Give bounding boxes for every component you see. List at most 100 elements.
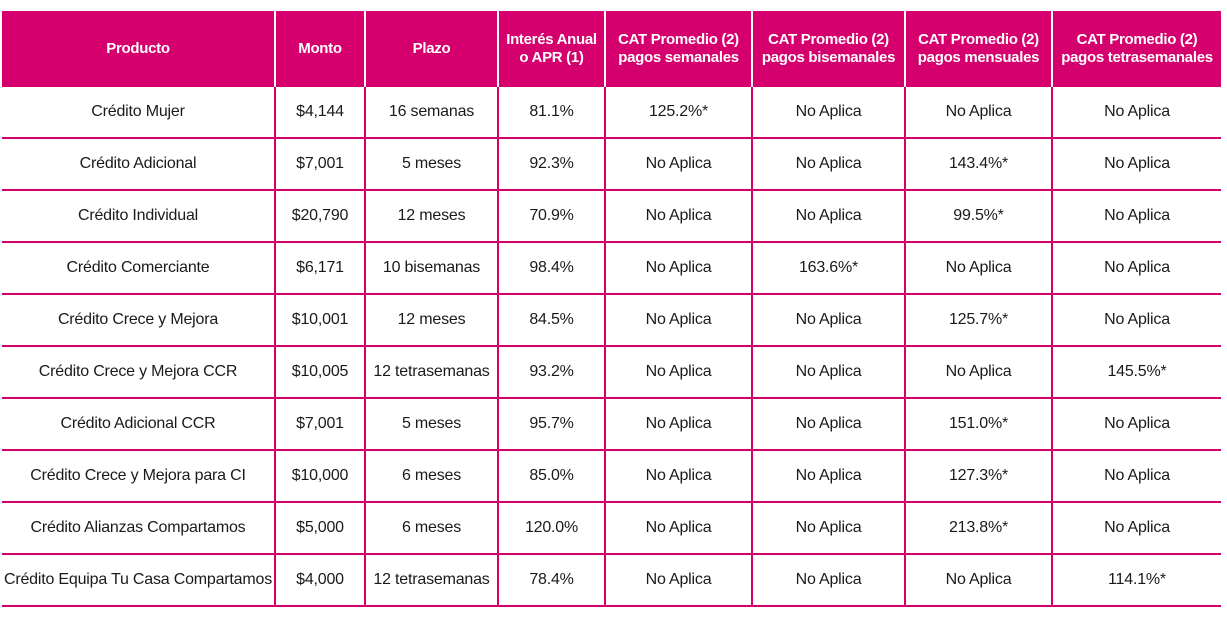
cell-cat-semanales: No Aplica xyxy=(604,190,753,243)
cell-plazo: 12 tetrasemanas xyxy=(364,346,499,399)
cell-producto: Crédito Equipa Tu Casa Compartamos xyxy=(2,554,276,607)
cell-cat-mensuales: 151.0%* xyxy=(904,398,1053,451)
credit-rates-table: Producto Monto Plazo Interés Anual o APR … xyxy=(2,11,1221,607)
header-cat-tetrasemanales: CAT Promedio (2) pagos tetrasemanales xyxy=(1051,11,1221,87)
header-plazo: Plazo xyxy=(364,11,499,87)
cell-monto: $10,001 xyxy=(274,294,366,347)
cell-cat-tetrasemanales: 114.1%* xyxy=(1051,554,1221,607)
cell-monto: $10,000 xyxy=(274,450,366,503)
cell-monto: $4,000 xyxy=(274,554,366,607)
cell-cat-semanales: No Aplica xyxy=(604,450,753,503)
cell-plazo: 12 meses xyxy=(364,294,499,347)
table-row: Crédito Individual $20,790 12 meses 70.9… xyxy=(2,190,1221,243)
cell-interes: 81.1% xyxy=(497,87,606,139)
cell-monto: $7,001 xyxy=(274,398,366,451)
cell-cat-mensuales: No Aplica xyxy=(904,242,1053,295)
cell-cat-tetrasemanales: No Aplica xyxy=(1051,502,1221,555)
cell-cat-mensuales: No Aplica xyxy=(904,554,1053,607)
header-interes-anual: Interés Anual o APR (1) xyxy=(497,11,606,87)
cell-cat-tetrasemanales: No Aplica xyxy=(1051,138,1221,191)
cell-plazo: 16 semanas xyxy=(364,87,499,139)
cell-cat-mensuales: 143.4%* xyxy=(904,138,1053,191)
table-row: Crédito Adicional CCR $7,001 5 meses 95.… xyxy=(2,398,1221,451)
table-row: Crédito Adicional $7,001 5 meses 92.3% N… xyxy=(2,138,1221,191)
cell-interes: 120.0% xyxy=(497,502,606,555)
cell-producto: Crédito Adicional CCR xyxy=(2,398,276,451)
cell-producto: Crédito Crece y Mejora CCR xyxy=(2,346,276,399)
table-row: Crédito Crece y Mejora para CI $10,000 6… xyxy=(2,450,1221,503)
table-row: Crédito Crece y Mejora CCR $10,005 12 te… xyxy=(2,346,1221,399)
cell-cat-semanales: No Aplica xyxy=(604,242,753,295)
cell-producto: Crédito Crece y Mejora para CI xyxy=(2,450,276,503)
cell-interes: 85.0% xyxy=(497,450,606,503)
header-cat-bisemanales: CAT Promedio (2) pagos bisemanales xyxy=(751,11,906,87)
cell-cat-bisemanales: No Aplica xyxy=(751,190,906,243)
cell-interes: 93.2% xyxy=(497,346,606,399)
cell-plazo: 12 tetrasemanas xyxy=(364,554,499,607)
cell-cat-semanales: 125.2%* xyxy=(604,87,753,139)
table-row: Crédito Mujer $4,144 16 semanas 81.1% 12… xyxy=(2,87,1221,139)
cell-producto: Crédito Comerciante xyxy=(2,242,276,295)
cell-monto: $7,001 xyxy=(274,138,366,191)
cell-plazo: 5 meses xyxy=(364,138,499,191)
cell-cat-tetrasemanales: No Aplica xyxy=(1051,398,1221,451)
cell-producto: Crédito Adicional xyxy=(2,138,276,191)
cell-cat-bisemanales: No Aplica xyxy=(751,398,906,451)
cell-interes: 70.9% xyxy=(497,190,606,243)
cell-cat-tetrasemanales: No Aplica xyxy=(1051,450,1221,503)
header-cat-semanales: CAT Promedio (2) pagos semanales xyxy=(604,11,753,87)
cell-cat-tetrasemanales: No Aplica xyxy=(1051,294,1221,347)
cell-cat-semanales: No Aplica xyxy=(604,554,753,607)
cell-cat-bisemanales: No Aplica xyxy=(751,502,906,555)
cell-cat-semanales: No Aplica xyxy=(604,294,753,347)
cell-producto: Crédito Alianzas Compartamos xyxy=(2,502,276,555)
cell-interes: 95.7% xyxy=(497,398,606,451)
cell-cat-bisemanales: No Aplica xyxy=(751,346,906,399)
header-monto: Monto xyxy=(274,11,366,87)
cell-plazo: 5 meses xyxy=(364,398,499,451)
cell-plazo: 6 meses xyxy=(364,450,499,503)
table-header-row: Producto Monto Plazo Interés Anual o APR … xyxy=(2,11,1221,87)
cell-cat-semanales: No Aplica xyxy=(604,346,753,399)
cell-monto: $20,790 xyxy=(274,190,366,243)
cell-cat-mensuales: 125.7%* xyxy=(904,294,1053,347)
cell-cat-bisemanales: No Aplica xyxy=(751,87,906,139)
cell-cat-mensuales: 213.8%* xyxy=(904,502,1053,555)
table-row: Crédito Comerciante $6,171 10 bisemanas … xyxy=(2,242,1221,295)
cell-monto: $4,144 xyxy=(274,87,366,139)
cell-cat-mensuales: No Aplica xyxy=(904,87,1053,139)
table-row: Crédito Alianzas Compartamos $5,000 6 me… xyxy=(2,502,1221,555)
cell-cat-mensuales: No Aplica xyxy=(904,346,1053,399)
cell-producto: Crédito Individual xyxy=(2,190,276,243)
header-cat-mensuales: CAT Promedio (2) pagos mensuales xyxy=(904,11,1053,87)
cell-interes: 78.4% xyxy=(497,554,606,607)
cell-cat-bisemanales: No Aplica xyxy=(751,450,906,503)
cell-producto: Crédito Mujer xyxy=(2,87,276,139)
cell-cat-tetrasemanales: No Aplica xyxy=(1051,190,1221,243)
table-row: Crédito Equipa Tu Casa Compartamos $4,00… xyxy=(2,554,1221,607)
cell-cat-bisemanales: No Aplica xyxy=(751,138,906,191)
cell-monto: $5,000 xyxy=(274,502,366,555)
cell-plazo: 10 bisemanas xyxy=(364,242,499,295)
cell-plazo: 6 meses xyxy=(364,502,499,555)
cell-cat-bisemanales: No Aplica xyxy=(751,294,906,347)
cell-plazo: 12 meses xyxy=(364,190,499,243)
cell-interes: 98.4% xyxy=(497,242,606,295)
cell-producto: Crédito Crece y Mejora xyxy=(2,294,276,347)
table-row: Crédito Crece y Mejora $10,001 12 meses … xyxy=(2,294,1221,347)
cell-cat-tetrasemanales: No Aplica xyxy=(1051,242,1221,295)
cell-interes: 84.5% xyxy=(497,294,606,347)
cell-monto: $6,171 xyxy=(274,242,366,295)
header-producto: Producto xyxy=(2,11,276,87)
cell-interes: 92.3% xyxy=(497,138,606,191)
cell-cat-tetrasemanales: No Aplica xyxy=(1051,87,1221,139)
cell-cat-semanales: No Aplica xyxy=(604,502,753,555)
cell-cat-mensuales: 99.5%* xyxy=(904,190,1053,243)
cell-cat-bisemanales: No Aplica xyxy=(751,554,906,607)
cell-cat-semanales: No Aplica xyxy=(604,138,753,191)
cell-cat-tetrasemanales: 145.5%* xyxy=(1051,346,1221,399)
cell-cat-mensuales: 127.3%* xyxy=(904,450,1053,503)
cell-cat-bisemanales: 163.6%* xyxy=(751,242,906,295)
cell-monto: $10,005 xyxy=(274,346,366,399)
cell-cat-semanales: No Aplica xyxy=(604,398,753,451)
